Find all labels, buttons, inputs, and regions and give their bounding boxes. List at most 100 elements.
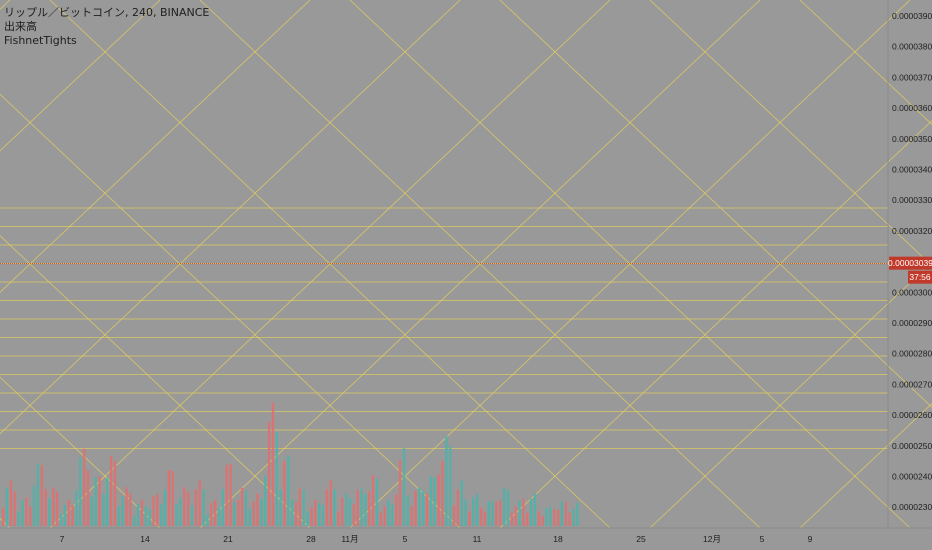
indicator-label[interactable]: FishnetTights bbox=[4, 34, 77, 47]
volume-bar bbox=[82, 448, 86, 526]
volume-bar bbox=[102, 493, 105, 526]
volume-bar bbox=[90, 496, 94, 526]
volume-bar bbox=[48, 498, 51, 526]
volume-bar bbox=[229, 463, 232, 526]
volume-bar bbox=[472, 497, 475, 526]
volume-bar bbox=[410, 506, 413, 526]
volume-bar bbox=[113, 460, 117, 526]
volume-bar bbox=[499, 499, 502, 526]
volume-bar bbox=[86, 470, 90, 526]
volume-bar bbox=[522, 498, 525, 526]
volume-bar bbox=[125, 487, 128, 526]
current-price-label: 0.00003039 bbox=[888, 258, 932, 268]
volume-bar bbox=[541, 516, 544, 526]
volume-bar bbox=[202, 489, 205, 526]
volume-bar bbox=[2, 507, 5, 526]
volume-bar bbox=[298, 488, 302, 526]
volume-bar bbox=[387, 500, 390, 526]
volume-bar bbox=[475, 493, 479, 526]
x-tick-label: 5 bbox=[403, 534, 408, 544]
volume-bar bbox=[425, 493, 429, 526]
volume-bar bbox=[317, 503, 321, 526]
volume-bar bbox=[275, 431, 278, 526]
volume-bar bbox=[391, 504, 394, 526]
volume-bar bbox=[360, 488, 363, 526]
volume-bar bbox=[564, 501, 567, 526]
volume-bar bbox=[152, 496, 155, 526]
volume-bar bbox=[556, 509, 560, 526]
volume-bar bbox=[252, 501, 255, 526]
volume-bar bbox=[79, 457, 82, 526]
volume-bar bbox=[452, 505, 456, 526]
volume-bar bbox=[468, 511, 471, 526]
volume-bar bbox=[291, 499, 294, 526]
volume-bar bbox=[213, 500, 217, 526]
volume-bar bbox=[71, 505, 74, 526]
fishnet-diagonal-line bbox=[799, 402, 932, 529]
volume-label[interactable]: 出来高 bbox=[4, 20, 37, 33]
volume-bar bbox=[175, 503, 178, 526]
volume-bar bbox=[221, 489, 225, 526]
volume-bar bbox=[310, 507, 313, 526]
volume-bar bbox=[217, 507, 221, 526]
volume-bar bbox=[129, 493, 132, 526]
volume-bar bbox=[283, 460, 286, 526]
volume-bar bbox=[194, 489, 198, 526]
volume-bar bbox=[63, 505, 67, 526]
volume-bar bbox=[163, 489, 167, 526]
volume-bar bbox=[32, 485, 36, 526]
volume-bar bbox=[117, 506, 120, 526]
x-tick-label: 28 bbox=[306, 534, 316, 544]
volume-bar bbox=[206, 514, 209, 526]
volume-bar bbox=[356, 489, 359, 526]
volume-bar bbox=[491, 501, 494, 526]
y-tick-label: 0.00002300 bbox=[892, 502, 932, 512]
volume-bar bbox=[572, 509, 575, 526]
volume-bar bbox=[140, 500, 144, 526]
volume-bar bbox=[379, 512, 383, 526]
symbol-label[interactable]: リップル／ビットコイン, 240, BINANCE bbox=[4, 6, 210, 19]
volume-bar bbox=[9, 480, 13, 526]
volume-bar bbox=[94, 477, 97, 526]
x-tick-label: 14 bbox=[140, 534, 150, 544]
volume-bar bbox=[260, 498, 263, 526]
volume-bar bbox=[506, 490, 510, 526]
volume-bar bbox=[36, 463, 40, 526]
volume-bar bbox=[59, 514, 63, 526]
volume-bar bbox=[341, 497, 344, 526]
volume-bar bbox=[156, 494, 159, 526]
fishnet-diagonal-line bbox=[0, 0, 161, 152]
volume-bar bbox=[398, 460, 402, 526]
volume-bar bbox=[545, 508, 548, 526]
volume-bar bbox=[55, 491, 59, 526]
volume-bar bbox=[364, 493, 367, 526]
volume-bar bbox=[371, 475, 375, 526]
volume-bar bbox=[418, 487, 421, 526]
volume-bar bbox=[294, 501, 298, 526]
x-tick-label: 18 bbox=[553, 534, 563, 544]
volume-bar bbox=[456, 489, 460, 526]
volume-bar bbox=[406, 496, 409, 526]
volume-bar bbox=[402, 448, 406, 526]
volume-bar bbox=[171, 471, 174, 526]
volume-bar bbox=[337, 511, 340, 526]
volume-bar bbox=[352, 504, 356, 526]
countdown-label: 37:56 bbox=[909, 272, 931, 282]
x-tick-label: 5 bbox=[760, 534, 765, 544]
volume-bar bbox=[287, 456, 290, 526]
x-tick-label: 12月 bbox=[703, 534, 721, 544]
volume-bar bbox=[17, 511, 20, 526]
volume-bar bbox=[533, 493, 537, 526]
volume-bar bbox=[279, 489, 282, 526]
volume-bar bbox=[121, 496, 124, 526]
x-tick-label: 11 bbox=[473, 534, 482, 544]
volume-bar bbox=[133, 515, 136, 526]
